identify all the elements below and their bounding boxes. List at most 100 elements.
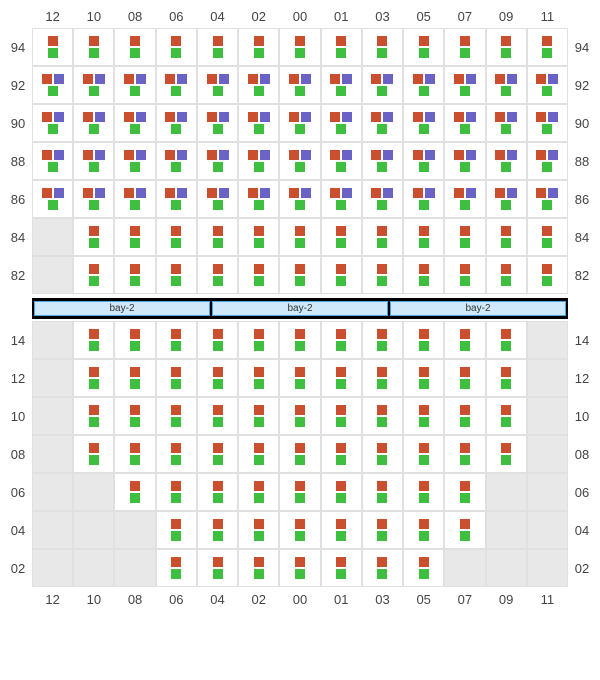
slot-top — [377, 36, 387, 46]
bay-cell — [32, 66, 73, 104]
marker-orange — [454, 150, 464, 160]
marker-orange — [254, 367, 264, 377]
bay-cell — [156, 142, 197, 180]
bay-cell — [321, 359, 362, 397]
bay-cell — [73, 142, 114, 180]
marker-orange — [213, 329, 223, 339]
bay-cell — [114, 218, 155, 256]
marker-orange — [419, 405, 429, 415]
marker-green — [419, 48, 429, 58]
col-label: 10 — [73, 587, 114, 611]
marker-orange — [460, 264, 470, 274]
bay-cell — [197, 256, 238, 294]
slot-top — [171, 519, 181, 529]
bay-cell — [321, 511, 362, 549]
marker-green — [89, 341, 99, 351]
bay-cell — [321, 104, 362, 142]
marker-green — [254, 48, 264, 58]
slot-top — [460, 367, 470, 377]
marker-purple — [507, 74, 517, 84]
slot-bottom — [295, 455, 305, 465]
bay-cell — [114, 397, 155, 435]
row-label-left: 10 — [4, 397, 32, 435]
slot-top — [413, 112, 435, 122]
slot-top — [171, 329, 181, 339]
slot-top — [295, 329, 305, 339]
bay-cell — [403, 180, 444, 218]
bay-cell — [197, 473, 238, 511]
bay-cell — [362, 473, 403, 511]
slot-bottom — [419, 124, 429, 134]
marker-orange — [542, 36, 552, 46]
marker-orange — [171, 405, 181, 415]
marker-orange — [495, 188, 505, 198]
slot-top — [495, 188, 517, 198]
slot-bottom — [130, 124, 140, 134]
marker-green — [295, 162, 305, 172]
bay-cell — [32, 218, 73, 256]
bay-cell — [32, 549, 73, 587]
slot-top — [330, 188, 352, 198]
marker-green — [130, 341, 140, 351]
slot-top — [501, 329, 511, 339]
marker-green — [501, 48, 511, 58]
slot-top — [130, 226, 140, 236]
bay-cell — [156, 511, 197, 549]
bay-cell — [279, 435, 320, 473]
slot-top — [377, 405, 387, 415]
marker-green — [295, 48, 305, 58]
bay-cell — [73, 256, 114, 294]
slot-bottom — [419, 276, 429, 286]
marker-green — [295, 493, 305, 503]
marker-green — [377, 276, 387, 286]
slot-bottom — [254, 200, 264, 210]
slot-top — [42, 188, 64, 198]
slot-bottom — [130, 276, 140, 286]
slot-top — [130, 36, 140, 46]
bay-cell — [403, 549, 444, 587]
marker-orange — [171, 481, 181, 491]
marker-orange — [171, 226, 181, 236]
slot-bottom — [542, 162, 552, 172]
bay-cell — [114, 256, 155, 294]
marker-orange — [371, 150, 381, 160]
slot-top — [419, 405, 429, 415]
slot-top — [330, 150, 352, 160]
marker-green — [419, 276, 429, 286]
bay-cell — [238, 180, 279, 218]
marker-green — [336, 48, 346, 58]
slot-bottom — [295, 379, 305, 389]
marker-orange — [42, 74, 52, 84]
slot-top — [419, 264, 429, 274]
slot-bottom — [213, 162, 223, 172]
col-label: 12 — [32, 4, 73, 28]
bay-cell — [486, 473, 527, 511]
bay-cell — [73, 218, 114, 256]
marker-orange — [454, 74, 464, 84]
marker-purple — [136, 112, 146, 122]
slot-top — [130, 405, 140, 415]
slot-bottom — [130, 200, 140, 210]
bay-cell — [486, 142, 527, 180]
bay-cell — [527, 104, 568, 142]
slot-bottom — [213, 341, 223, 351]
slot-top — [419, 481, 429, 491]
marker-green — [336, 455, 346, 465]
marker-orange — [254, 405, 264, 415]
slot-top — [207, 74, 229, 84]
marker-green — [542, 238, 552, 248]
slot-top — [83, 112, 105, 122]
slot-bottom — [295, 493, 305, 503]
marker-green — [171, 238, 181, 248]
marker-orange — [130, 36, 140, 46]
marker-orange — [295, 557, 305, 567]
bay-cell — [403, 218, 444, 256]
marker-green — [460, 48, 470, 58]
marker-purple — [425, 112, 435, 122]
col-label: 10 — [73, 4, 114, 28]
marker-purple — [54, 112, 64, 122]
marker-orange — [289, 188, 299, 198]
slot-top — [289, 188, 311, 198]
slot-top — [419, 226, 429, 236]
marker-purple — [383, 112, 393, 122]
